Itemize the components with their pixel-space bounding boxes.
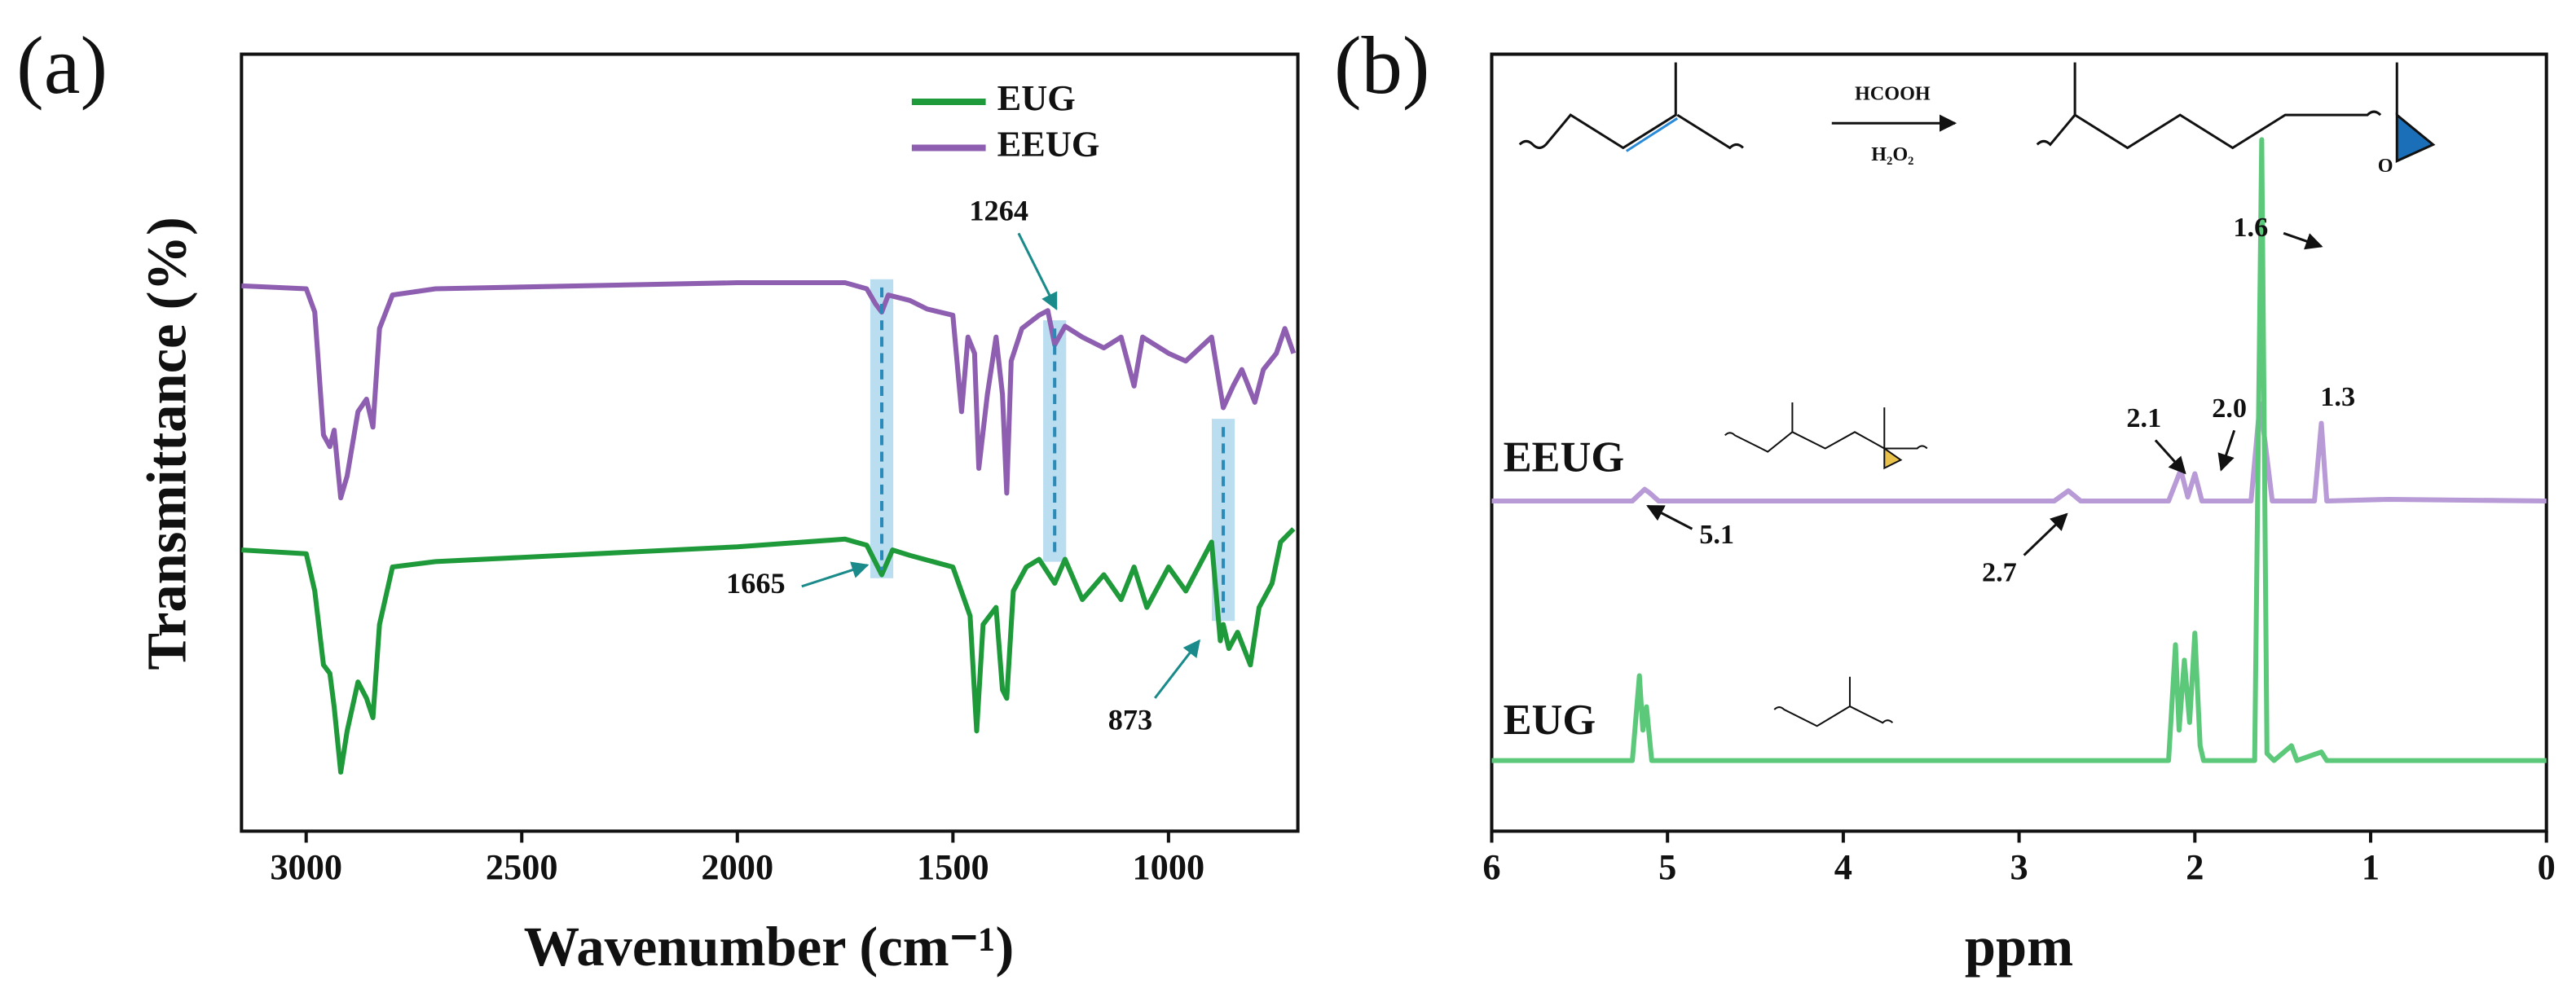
x-tick-label: 4	[1834, 846, 1852, 887]
annotation-label: 1665	[726, 567, 786, 600]
annotation-arrow	[2154, 439, 2186, 475]
x-tick-label: 5	[1658, 846, 1676, 887]
annotation-arrow	[2217, 429, 2236, 472]
x-tick-label: 1	[2362, 846, 2380, 887]
annotation-arrow	[801, 561, 870, 588]
series-line	[241, 527, 1296, 775]
scheme-oxidant: H₂O₂	[1871, 143, 1913, 165]
y-axis-label: Transmittance (%)	[135, 217, 197, 670]
annotation-label: 5.1	[1699, 519, 1734, 550]
series-label: EEUG	[1504, 434, 1625, 481]
x-tick-label: 3	[2010, 846, 2028, 887]
plot-frame	[240, 52, 1300, 833]
scheme-atom: O	[2378, 155, 2393, 177]
annotation-arrow	[1154, 639, 1200, 699]
annotation-arrow	[2023, 512, 2068, 556]
annotation-arrow	[1646, 504, 1693, 530]
x-tick-label: 6	[1482, 846, 1500, 887]
x-tick-label: 2000	[701, 846, 773, 887]
panel-label: (a)	[16, 20, 108, 111]
highlight-band	[1043, 320, 1067, 562]
annotation-arrow	[1017, 232, 1058, 310]
annotation-label: 1.6	[2233, 212, 2268, 243]
annotation-label: 1.3	[2320, 381, 2355, 412]
x-tick-label: 1000	[1133, 846, 1205, 887]
x-axis-label: Wavenumber (cm⁻¹)	[524, 916, 1015, 978]
scheme	[1518, 62, 2436, 163]
annotation-label: 2.7	[1982, 557, 2017, 588]
legend-label: EEUG	[997, 124, 1100, 165]
panel-label: (b)	[1334, 20, 1430, 111]
x-tick-label: 3000	[270, 846, 342, 887]
legend-label: EUG	[997, 77, 1076, 118]
annotation-label: 1264	[969, 194, 1028, 226]
series-label: EUG	[1504, 697, 1596, 744]
scheme-reagent: HCOOH	[1855, 82, 1931, 104]
annotation-arrow	[2283, 231, 2323, 250]
x-tick-label: 1500	[917, 846, 989, 887]
x-tick-label: 2500	[486, 846, 558, 887]
series-line	[1491, 137, 2547, 763]
x-tick-label: 2	[2186, 846, 2204, 887]
annotation-label: 2.0	[2212, 393, 2247, 424]
x-tick-label: 0	[2538, 846, 2556, 887]
annotation-label: 2.1	[2126, 402, 2161, 433]
series-line	[241, 279, 1297, 501]
structure	[1724, 402, 1928, 727]
x-axis-label: ppm	[1965, 916, 2073, 978]
series-line	[1491, 401, 2547, 504]
annotation-label: 873	[1108, 704, 1152, 736]
